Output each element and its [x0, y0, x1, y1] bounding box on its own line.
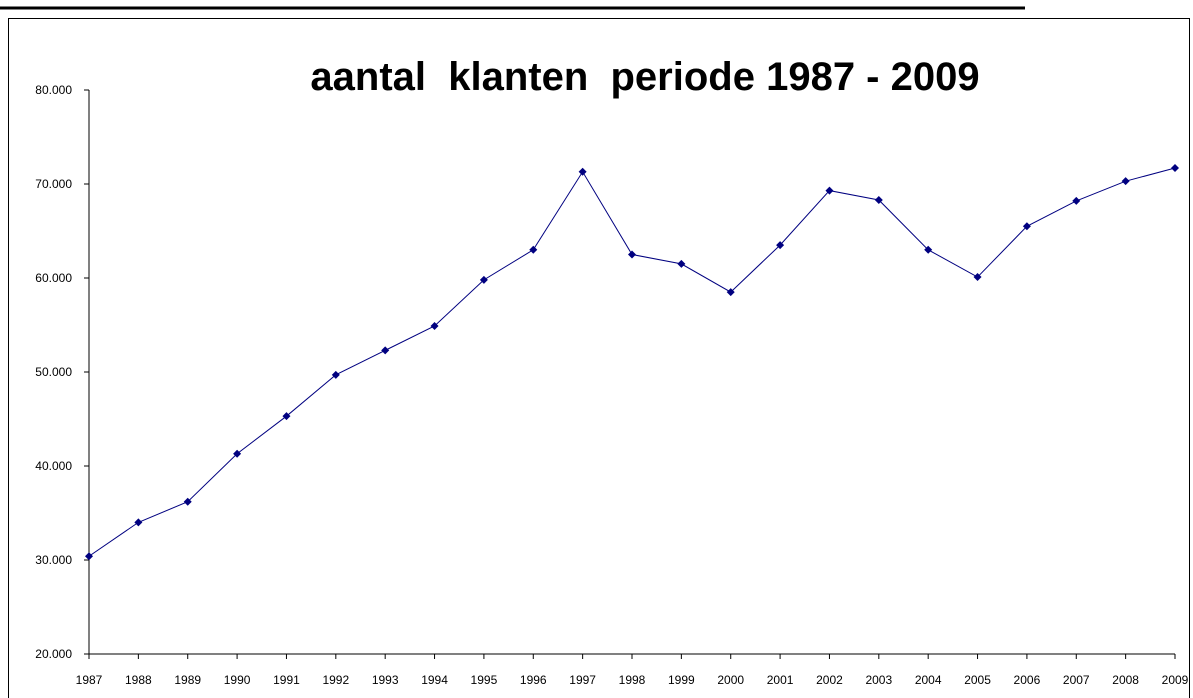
x-tick-label: 2003	[865, 673, 892, 687]
x-tick-label: 1987	[76, 673, 103, 687]
x-tick-label: 1997	[569, 673, 596, 687]
data-point	[924, 245, 933, 254]
data-point	[677, 259, 686, 268]
x-tick-label: 1993	[372, 673, 399, 687]
data-point	[726, 288, 735, 297]
data-point	[331, 370, 340, 379]
x-tick-label: 1995	[471, 673, 498, 687]
x-tick-label: 1991	[273, 673, 300, 687]
data-point	[628, 250, 636, 259]
x-tick-label: 2006	[1014, 673, 1041, 687]
data-point	[973, 273, 982, 282]
data-point	[85, 552, 93, 561]
x-tick-label: 2001	[767, 673, 794, 687]
data-point	[1022, 222, 1031, 231]
data-point	[430, 321, 439, 330]
data-point	[825, 186, 834, 195]
data-point	[1171, 164, 1179, 173]
data-point	[381, 346, 390, 355]
data-point	[1072, 196, 1081, 205]
x-tick-label: 1996	[520, 673, 547, 687]
y-tick-label: 80.000	[35, 83, 72, 97]
x-tick-label: 1998	[619, 673, 646, 687]
y-tick-label: 50.000	[35, 365, 72, 379]
y-tick-label: 40.000	[35, 459, 72, 473]
data-point	[479, 275, 488, 284]
x-tick-label: 1988	[125, 673, 152, 687]
data-point	[874, 195, 883, 204]
chart-title: aantal klanten periode 1987 - 2009	[310, 55, 979, 99]
data-point	[183, 497, 192, 506]
data-point	[529, 245, 538, 254]
x-tick-label: 1990	[224, 673, 251, 687]
x-tick-label: 2004	[915, 673, 942, 687]
x-tick-label: 1994	[421, 673, 448, 687]
x-tick-label: 1999	[668, 673, 695, 687]
data-point	[1121, 177, 1130, 186]
y-tick-label: 20.000	[35, 647, 72, 661]
data-point	[578, 167, 587, 176]
data-point	[233, 449, 242, 458]
x-tick-label: 2000	[717, 673, 744, 687]
x-tick-label: 1992	[322, 673, 349, 687]
data-point	[776, 241, 785, 250]
y-tick-label: 30.000	[35, 553, 72, 567]
y-tick-label: 60.000	[35, 271, 72, 285]
x-tick-label: 2005	[964, 673, 991, 687]
chart-frame	[8, 18, 1190, 698]
x-tick-label: 1989	[174, 673, 201, 687]
data-point	[282, 412, 291, 421]
x-tick-label: 2008	[1112, 673, 1139, 687]
y-tick-label: 70.000	[35, 177, 72, 191]
x-tick-label: 2009	[1162, 673, 1189, 687]
x-tick-label: 2002	[816, 673, 843, 687]
x-tick-label: 2007	[1063, 673, 1090, 687]
data-point	[134, 518, 143, 527]
